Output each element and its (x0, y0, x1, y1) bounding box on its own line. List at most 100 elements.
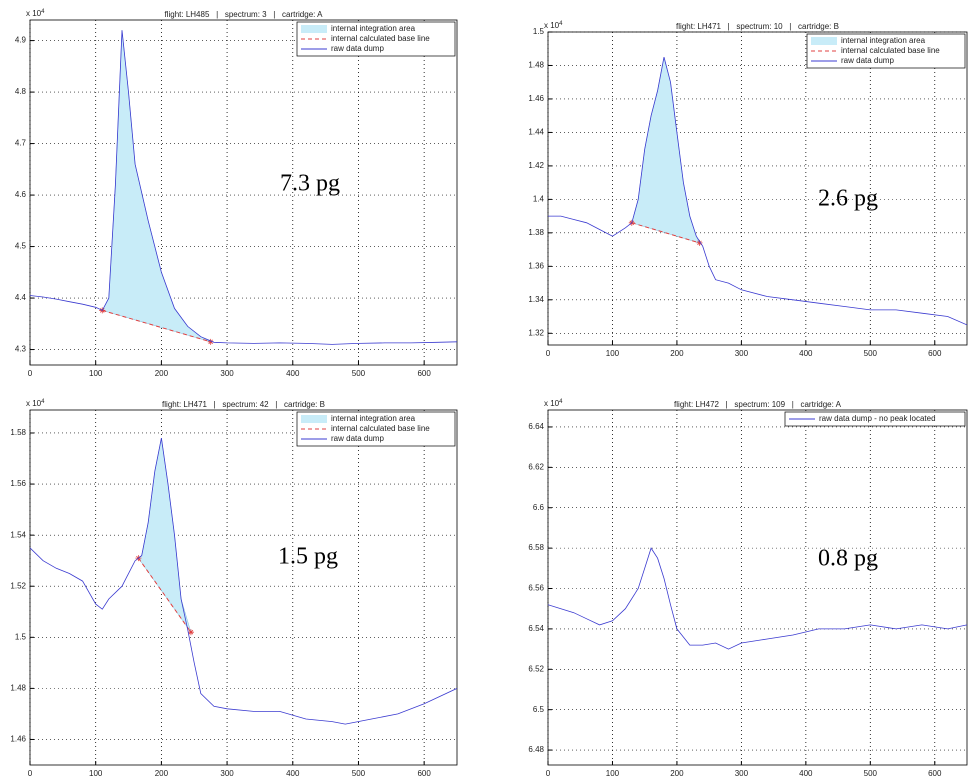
y-scale-exponent: 4 (559, 399, 563, 405)
legend-label: raw data dump (331, 434, 384, 443)
chart-title: flight: LH471 | spectrum: 42 | cartridge… (162, 400, 325, 409)
annotation: 0.8 pg (818, 546, 878, 572)
x-tick-label: 100 (89, 769, 103, 778)
plot (548, 547, 967, 650)
x-tick-label: 500 (864, 349, 878, 358)
y-tick-label: 6.6 (533, 503, 545, 512)
x-tick-label: 500 (864, 769, 878, 778)
x-tick-label: 500 (352, 369, 366, 378)
y-tick-label: 1.38 (528, 228, 544, 237)
plot (30, 30, 457, 345)
y-tick-label: 1.56 (10, 479, 26, 488)
chart-title: flight: LH471 | spectrum: 10 | cartridge… (676, 22, 839, 31)
x-tick-label: 600 (417, 769, 431, 778)
y-tick-label: 1.5 (15, 632, 27, 641)
x-tick-label: 200 (670, 349, 684, 358)
y-tick-label: 6.54 (528, 624, 544, 633)
y-scale-label: x 104 (26, 9, 45, 19)
x-tick-label: 200 (670, 769, 684, 778)
x-tick-label: 400 (799, 769, 813, 778)
legend-label: raw data dump (331, 44, 384, 53)
plot (548, 56, 967, 326)
panel: flight: LH485 | spectrum: 3 | cartridge:… (15, 9, 458, 378)
x-tick-label: 0 (28, 769, 33, 778)
y-tick-label: 1.52 (10, 581, 26, 590)
y-tick-label: 1.34 (528, 295, 544, 304)
plot-area (547, 31, 968, 346)
x-tick-label: 0 (546, 769, 551, 778)
x-tick-label: 600 (928, 769, 942, 778)
plot-area (29, 19, 458, 366)
y-tick-label: 1.4 (533, 194, 545, 203)
x-tick-label: 0 (28, 369, 33, 378)
y-scale-exponent: 4 (559, 21, 563, 27)
y-tick-label: 4.6 (15, 190, 27, 199)
raw-line (30, 30, 457, 345)
y-tick-label: 6.58 (528, 543, 544, 552)
legend-label: internal calculated base line (331, 424, 430, 433)
x-tick-label: 300 (735, 769, 749, 778)
y-tick-label: 4.9 (15, 36, 27, 45)
plot-area (547, 409, 968, 766)
y-scale-label: x 104 (26, 399, 45, 409)
y-scale-label: x 104 (544, 399, 563, 409)
y-scale-exponent: 4 (41, 399, 45, 405)
y-tick-label: 1.48 (10, 683, 26, 692)
y-tick-label: 4.8 (15, 87, 27, 96)
y-tick-label: 6.5 (533, 705, 545, 714)
y-scale-base: x 10 (26, 9, 42, 18)
base-line (102, 309, 211, 343)
x-tick-label: 400 (799, 349, 813, 358)
x-tick-label: 400 (286, 769, 300, 778)
legend-box (784, 411, 966, 427)
legend-label: internal calculated base line (331, 34, 430, 43)
base-point (696, 239, 703, 246)
x-tick-label: 300 (735, 349, 749, 358)
chart-title: flight: LH485 | spectrum: 3 | cartridge:… (164, 10, 323, 19)
x-tick-label: 500 (352, 769, 366, 778)
y-tick-label: 1.44 (528, 128, 544, 137)
x-tick-label: 600 (417, 369, 431, 378)
legend-swatch (811, 37, 837, 45)
base-line (631, 222, 700, 244)
legend-swatch (301, 25, 327, 33)
x-tick-label: 200 (155, 369, 169, 378)
plot-area (29, 409, 458, 766)
panel: flight: LH471 | spectrum: 42 | cartridge… (10, 399, 458, 778)
panel: flight: LH472 | spectrum: 109 | cartridg… (528, 399, 968, 778)
base-line (137, 557, 192, 633)
legend: raw data dump - no peak located (784, 411, 966, 427)
base-point (207, 338, 214, 345)
y-tick-label: 4.3 (15, 345, 27, 354)
y-scale-label: x 104 (544, 21, 563, 31)
y-tick-label: 1.46 (528, 94, 544, 103)
y-tick-label: 1.54 (10, 530, 26, 539)
legend-label: raw data dump (841, 56, 894, 65)
y-tick-label: 4.5 (15, 242, 27, 251)
y-tick-label: 6.56 (528, 584, 544, 593)
x-tick-label: 300 (220, 769, 234, 778)
legend-label: internal integration area (841, 36, 926, 45)
y-tick-label: 1.58 (10, 428, 26, 437)
y-tick-label: 6.62 (528, 462, 544, 471)
raw-line (548, 56, 967, 326)
x-tick-label: 100 (606, 349, 620, 358)
y-tick-label: 4.4 (15, 293, 27, 302)
x-tick-label: 300 (220, 369, 234, 378)
annotation: 7.3 pg (280, 171, 340, 197)
panel: flight: LH471 | spectrum: 10 | cartridge… (528, 21, 968, 358)
y-tick-label: 1.46 (10, 735, 26, 744)
chart-title: flight: LH472 | spectrum: 109 | cartridg… (674, 400, 842, 409)
legend-label: internal integration area (331, 24, 416, 33)
x-tick-label: 400 (286, 369, 300, 378)
y-tick-label: 6.52 (528, 664, 544, 673)
x-tick-label: 0 (546, 349, 551, 358)
x-tick-label: 100 (89, 369, 103, 378)
x-tick-label: 600 (928, 349, 942, 358)
y-tick-label: 1.48 (528, 61, 544, 70)
legend-label: raw data dump - no peak located (819, 414, 936, 423)
